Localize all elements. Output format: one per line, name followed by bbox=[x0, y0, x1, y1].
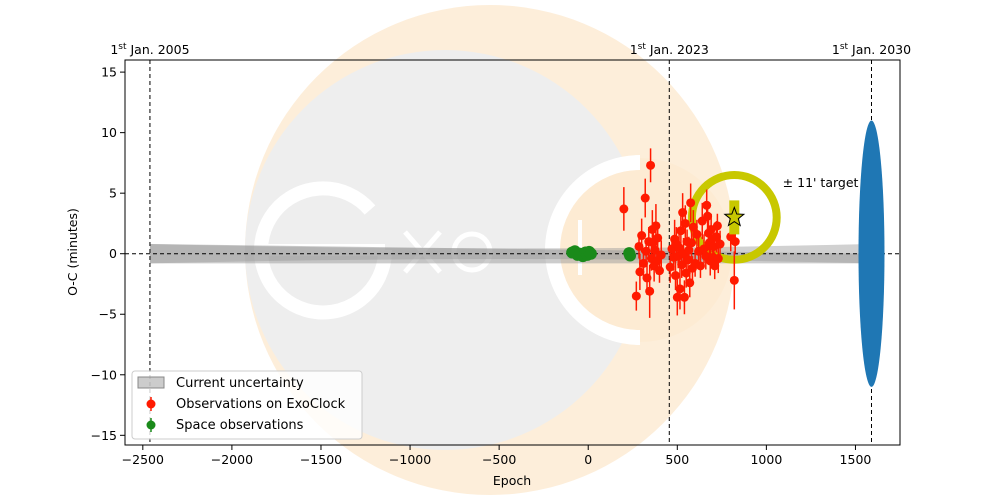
exoclock-point bbox=[637, 231, 647, 241]
exoclock-point bbox=[703, 211, 713, 221]
exoclock-point bbox=[710, 261, 720, 271]
y-tick-label: 0 bbox=[109, 246, 117, 261]
x-tick-label: −2500 bbox=[122, 452, 164, 467]
exoclock-point bbox=[675, 284, 685, 294]
legend-entry-uncertainty: Current uncertainty bbox=[176, 376, 304, 391]
exoclock-point bbox=[692, 229, 702, 239]
exoclock-point bbox=[656, 250, 666, 260]
exoclock-point bbox=[695, 261, 705, 271]
legend-uncertainty-swatch bbox=[137, 376, 165, 389]
exoclock-point bbox=[686, 198, 696, 208]
exoclock-point bbox=[645, 286, 655, 296]
x-tick-label: 1000 bbox=[750, 452, 782, 467]
reference-line-label: 1st Jan. 2005 bbox=[110, 42, 189, 57]
legend-entry-exoclock: Observations on ExoClock bbox=[176, 397, 346, 412]
legend: Current uncertainty Observations on ExoC… bbox=[131, 370, 363, 440]
target-label: ± 11' target bbox=[783, 175, 859, 190]
y-tick-label: 5 bbox=[109, 186, 117, 201]
legend-box bbox=[131, 370, 363, 440]
plot-area: ± 11' target bbox=[125, 60, 900, 445]
x-tick-label: 0 bbox=[584, 452, 592, 467]
exoclock-point bbox=[651, 221, 661, 231]
exoclock-point bbox=[671, 271, 681, 281]
exoclock-point bbox=[715, 239, 725, 249]
y-tick-label: 15 bbox=[101, 65, 117, 80]
x-tick-label: −1500 bbox=[300, 452, 342, 467]
exoclock-point bbox=[702, 200, 712, 210]
x-tick-label: 1500 bbox=[840, 452, 872, 467]
axis-ticks: 1st Jan. 2005 1st Jan. 2023 1st Jan. 2030 −… bbox=[91, 42, 912, 467]
exoclock-point bbox=[712, 221, 722, 231]
legend-exoclock-marker bbox=[146, 399, 156, 409]
y-tick-label: −15 bbox=[91, 428, 117, 443]
target-star-icon bbox=[723, 205, 746, 227]
exoclock-point bbox=[619, 204, 629, 214]
exoclock-point bbox=[640, 193, 650, 203]
space-point bbox=[624, 249, 637, 262]
exoclock-point bbox=[665, 262, 675, 272]
exoclock-point bbox=[711, 232, 721, 242]
exoclock-point bbox=[631, 291, 641, 301]
x-tick-label: 500 bbox=[665, 452, 689, 467]
legend-space-marker bbox=[146, 420, 156, 430]
space-point bbox=[584, 247, 597, 260]
axes-frame bbox=[124, 59, 901, 446]
exoclock-point bbox=[730, 237, 740, 247]
exoclock-point bbox=[635, 267, 645, 277]
x-tick-label: −500 bbox=[482, 452, 516, 467]
exoclock-point bbox=[729, 275, 739, 285]
exoclock-point bbox=[653, 233, 663, 243]
exoclock-point bbox=[688, 222, 698, 232]
y-tick-label: −10 bbox=[91, 367, 117, 382]
y-axis-title: O-C (minutes) bbox=[65, 208, 80, 296]
exoclock-point bbox=[683, 255, 693, 265]
future-uncertainty-ellipse bbox=[858, 120, 885, 387]
exoclock-point bbox=[654, 266, 664, 276]
exoclock-point bbox=[679, 292, 689, 302]
x-axis-title: Epoch bbox=[493, 473, 531, 488]
exoclock-point bbox=[685, 278, 695, 288]
exoclock-point bbox=[687, 238, 697, 248]
x-tick-label: −2000 bbox=[211, 452, 253, 467]
reference-line-label: 1st Jan. 2023 bbox=[630, 42, 709, 57]
y-tick-label: −5 bbox=[99, 307, 117, 322]
exoclock-point bbox=[646, 160, 656, 170]
y-tick-label: 10 bbox=[101, 125, 117, 140]
exoclock-point bbox=[680, 218, 690, 228]
reference-line-label: 1st Jan. 2030 bbox=[832, 42, 911, 57]
exoclock-point bbox=[713, 254, 723, 264]
legend-entry-space: Space observations bbox=[176, 418, 304, 433]
x-tick-label: −1000 bbox=[389, 452, 431, 467]
